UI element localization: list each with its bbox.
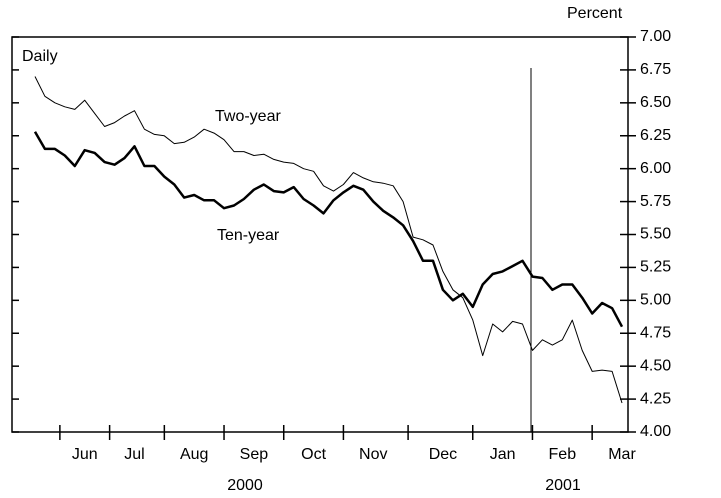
x-tick-label: Jul bbox=[124, 446, 144, 463]
x-tick-label: Sep bbox=[240, 446, 269, 463]
y-tick-label: 7.00 bbox=[640, 28, 671, 45]
plot-frame bbox=[11, 36, 629, 433]
frequency-label: Daily bbox=[22, 48, 58, 65]
y-tick-label: 5.50 bbox=[640, 226, 671, 243]
x-tick-label: Mar bbox=[608, 446, 636, 463]
series-label: Ten-year bbox=[217, 227, 280, 244]
y-tick-label: 4.00 bbox=[640, 423, 671, 440]
year-label: 2001 bbox=[545, 477, 581, 494]
x-tick-label: Jun bbox=[72, 446, 98, 463]
y-tick-label: 5.00 bbox=[640, 292, 671, 309]
series-label: Two-year bbox=[215, 108, 281, 125]
y-tick-label: 5.25 bbox=[640, 259, 671, 276]
y-tick-label: 6.75 bbox=[640, 61, 671, 78]
x-tick-label: Aug bbox=[180, 446, 208, 463]
line-series bbox=[34, 76, 623, 404]
y-tick-label: 4.75 bbox=[640, 324, 671, 341]
x-tick-label: Jan bbox=[490, 446, 516, 463]
y-tick-label: 6.25 bbox=[640, 127, 671, 144]
x-tick-label: Dec bbox=[429, 446, 457, 463]
y-tick-label: 6.50 bbox=[640, 94, 671, 111]
y-axis-label: Percent bbox=[567, 5, 623, 22]
line-series bbox=[33, 131, 624, 328]
x-tick-label: Oct bbox=[301, 446, 326, 463]
y-tick-label: 5.75 bbox=[640, 193, 671, 210]
y-tick-label: 4.50 bbox=[640, 357, 671, 374]
y-tick-label: 4.25 bbox=[640, 390, 671, 407]
year-label: 2000 bbox=[227, 477, 263, 494]
y-tick-label: 6.00 bbox=[640, 160, 671, 177]
x-tick-label: Nov bbox=[359, 446, 387, 463]
x-tick-label: Feb bbox=[549, 446, 577, 463]
